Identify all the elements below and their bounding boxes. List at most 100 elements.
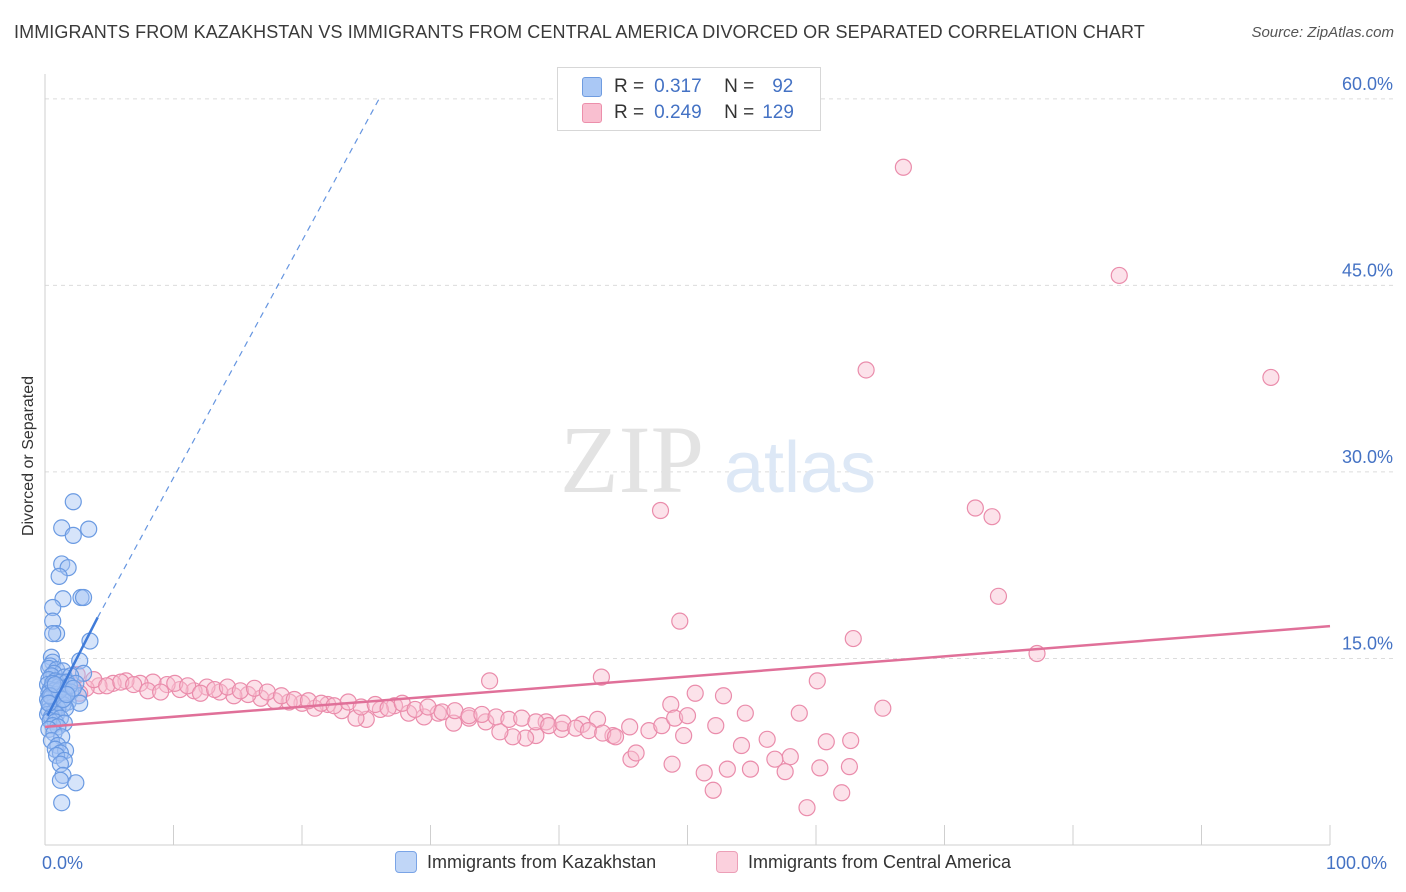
point-central-america <box>790 704 808 722</box>
watermark-zip: ZIP <box>560 406 704 513</box>
point-central-america <box>231 682 249 700</box>
point-central-america <box>662 695 680 714</box>
point-central-america <box>504 728 522 746</box>
point-central-america <box>166 674 184 692</box>
point-central-america <box>554 714 572 732</box>
point-central-america <box>592 668 611 686</box>
point-central-america <box>776 763 794 781</box>
point-central-america <box>285 690 303 709</box>
point-central-america <box>125 675 143 694</box>
point-central-america <box>500 710 518 729</box>
point-central-america <box>567 719 585 737</box>
axes <box>44 74 1331 846</box>
point-central-america <box>347 709 365 727</box>
point-central-america <box>139 682 157 700</box>
point-central-america <box>621 718 639 736</box>
point-central-america <box>627 744 645 762</box>
point-central-america <box>844 629 862 648</box>
watermark-atlas: atlas <box>724 428 876 508</box>
legend-row-kazakhstan: R = 0.317 N = 92 <box>582 74 793 100</box>
point-central-america <box>552 720 571 738</box>
point-central-america <box>98 677 116 695</box>
legend-n-label: N = <box>724 76 755 97</box>
point-central-america <box>894 158 912 176</box>
legend-r-value: 0.249 <box>654 102 702 123</box>
point-central-america <box>445 714 463 732</box>
point-central-america <box>406 700 424 719</box>
point-kazakhstan <box>64 493 82 511</box>
point-central-america <box>781 748 799 766</box>
series-label: Immigrants from Kazakhstan <box>427 851 657 872</box>
series-legend-central-america: Immigrants from Central America <box>716 851 1011 873</box>
point-central-america <box>663 755 681 773</box>
legend-row-central-america: R = 0.249 N = 129 <box>582 100 794 126</box>
data-points <box>38 158 1280 817</box>
point-central-america <box>766 750 784 768</box>
y-tick-label: 45.0% <box>1342 260 1393 280</box>
point-central-america <box>487 708 505 726</box>
point-central-america <box>481 672 499 690</box>
point-kazakhstan <box>50 567 68 585</box>
point-central-america <box>473 705 491 724</box>
legend-n-value: 92 <box>772 76 794 97</box>
point-central-america <box>714 687 733 705</box>
point-central-america <box>833 784 851 802</box>
point-central-america <box>874 699 892 717</box>
legend-n-value: 129 <box>762 102 794 123</box>
point-central-america <box>817 733 835 751</box>
point-central-america <box>179 677 197 695</box>
point-central-america <box>989 587 1008 605</box>
point-kazakhstan <box>44 624 62 643</box>
point-central-america <box>798 799 816 817</box>
y-tick-label: 15.0% <box>1342 633 1393 653</box>
point-central-america <box>983 508 1001 526</box>
point-central-america <box>152 683 170 701</box>
trend-line-central-america <box>44 624 1331 729</box>
legend-swatch-kazakhstan <box>582 77 602 97</box>
series-label: Immigrants from Central America <box>748 851 1012 872</box>
point-central-america <box>842 731 860 750</box>
point-central-america <box>653 717 671 735</box>
legend-r-label: R = <box>614 76 645 97</box>
point-central-america <box>513 709 531 727</box>
legend-r-value: 0.317 <box>654 76 702 97</box>
series-legend: Immigrants from Kazakhstan Immigrants fr… <box>0 851 1406 879</box>
point-central-america <box>245 679 264 697</box>
legend-n-label: N = <box>724 102 755 123</box>
point-central-america <box>112 673 130 691</box>
point-central-america <box>695 764 713 782</box>
point-central-america <box>666 709 684 727</box>
grid-lines <box>45 98 1394 659</box>
point-central-america <box>686 684 704 702</box>
point-central-america <box>651 501 670 520</box>
trend-line-kazakhstan <box>46 616 99 717</box>
point-central-america <box>678 707 697 725</box>
correlation-legend: R = 0.317 N = 92 R = 0.249 N = 129 <box>557 67 821 131</box>
point-kazakhstan <box>74 588 93 607</box>
point-kazakhstan <box>54 766 72 784</box>
point-kazakhstan <box>44 598 62 617</box>
point-central-america <box>272 687 291 705</box>
point-central-america <box>606 728 625 746</box>
point-kazakhstan <box>67 774 85 792</box>
series-swatch-central-america <box>716 851 738 873</box>
point-central-america <box>252 689 270 707</box>
point-kazakhstan <box>51 771 70 789</box>
point-central-america <box>527 726 545 745</box>
point-central-america <box>206 680 224 699</box>
point-kazakhstan <box>80 520 98 538</box>
point-central-america <box>191 684 210 702</box>
point-central-america <box>808 672 826 690</box>
series-legend-kazakhstan: Immigrants from Kazakhstan <box>395 851 656 873</box>
point-central-america <box>579 721 598 740</box>
source-credit: Source: ZipAtlas.com <box>1251 24 1394 41</box>
watermark: ZIP atlas <box>560 406 876 513</box>
point-central-america <box>1262 368 1280 387</box>
point-central-america <box>218 678 237 696</box>
point-central-america <box>516 729 535 747</box>
point-central-america <box>811 759 829 777</box>
chart-title: IMMIGRANTS FROM KAZAKHSTAN VS IMMIGRANTS… <box>14 22 1145 42</box>
point-central-america <box>736 704 754 722</box>
point-central-america <box>704 781 722 799</box>
point-central-america <box>857 361 875 379</box>
